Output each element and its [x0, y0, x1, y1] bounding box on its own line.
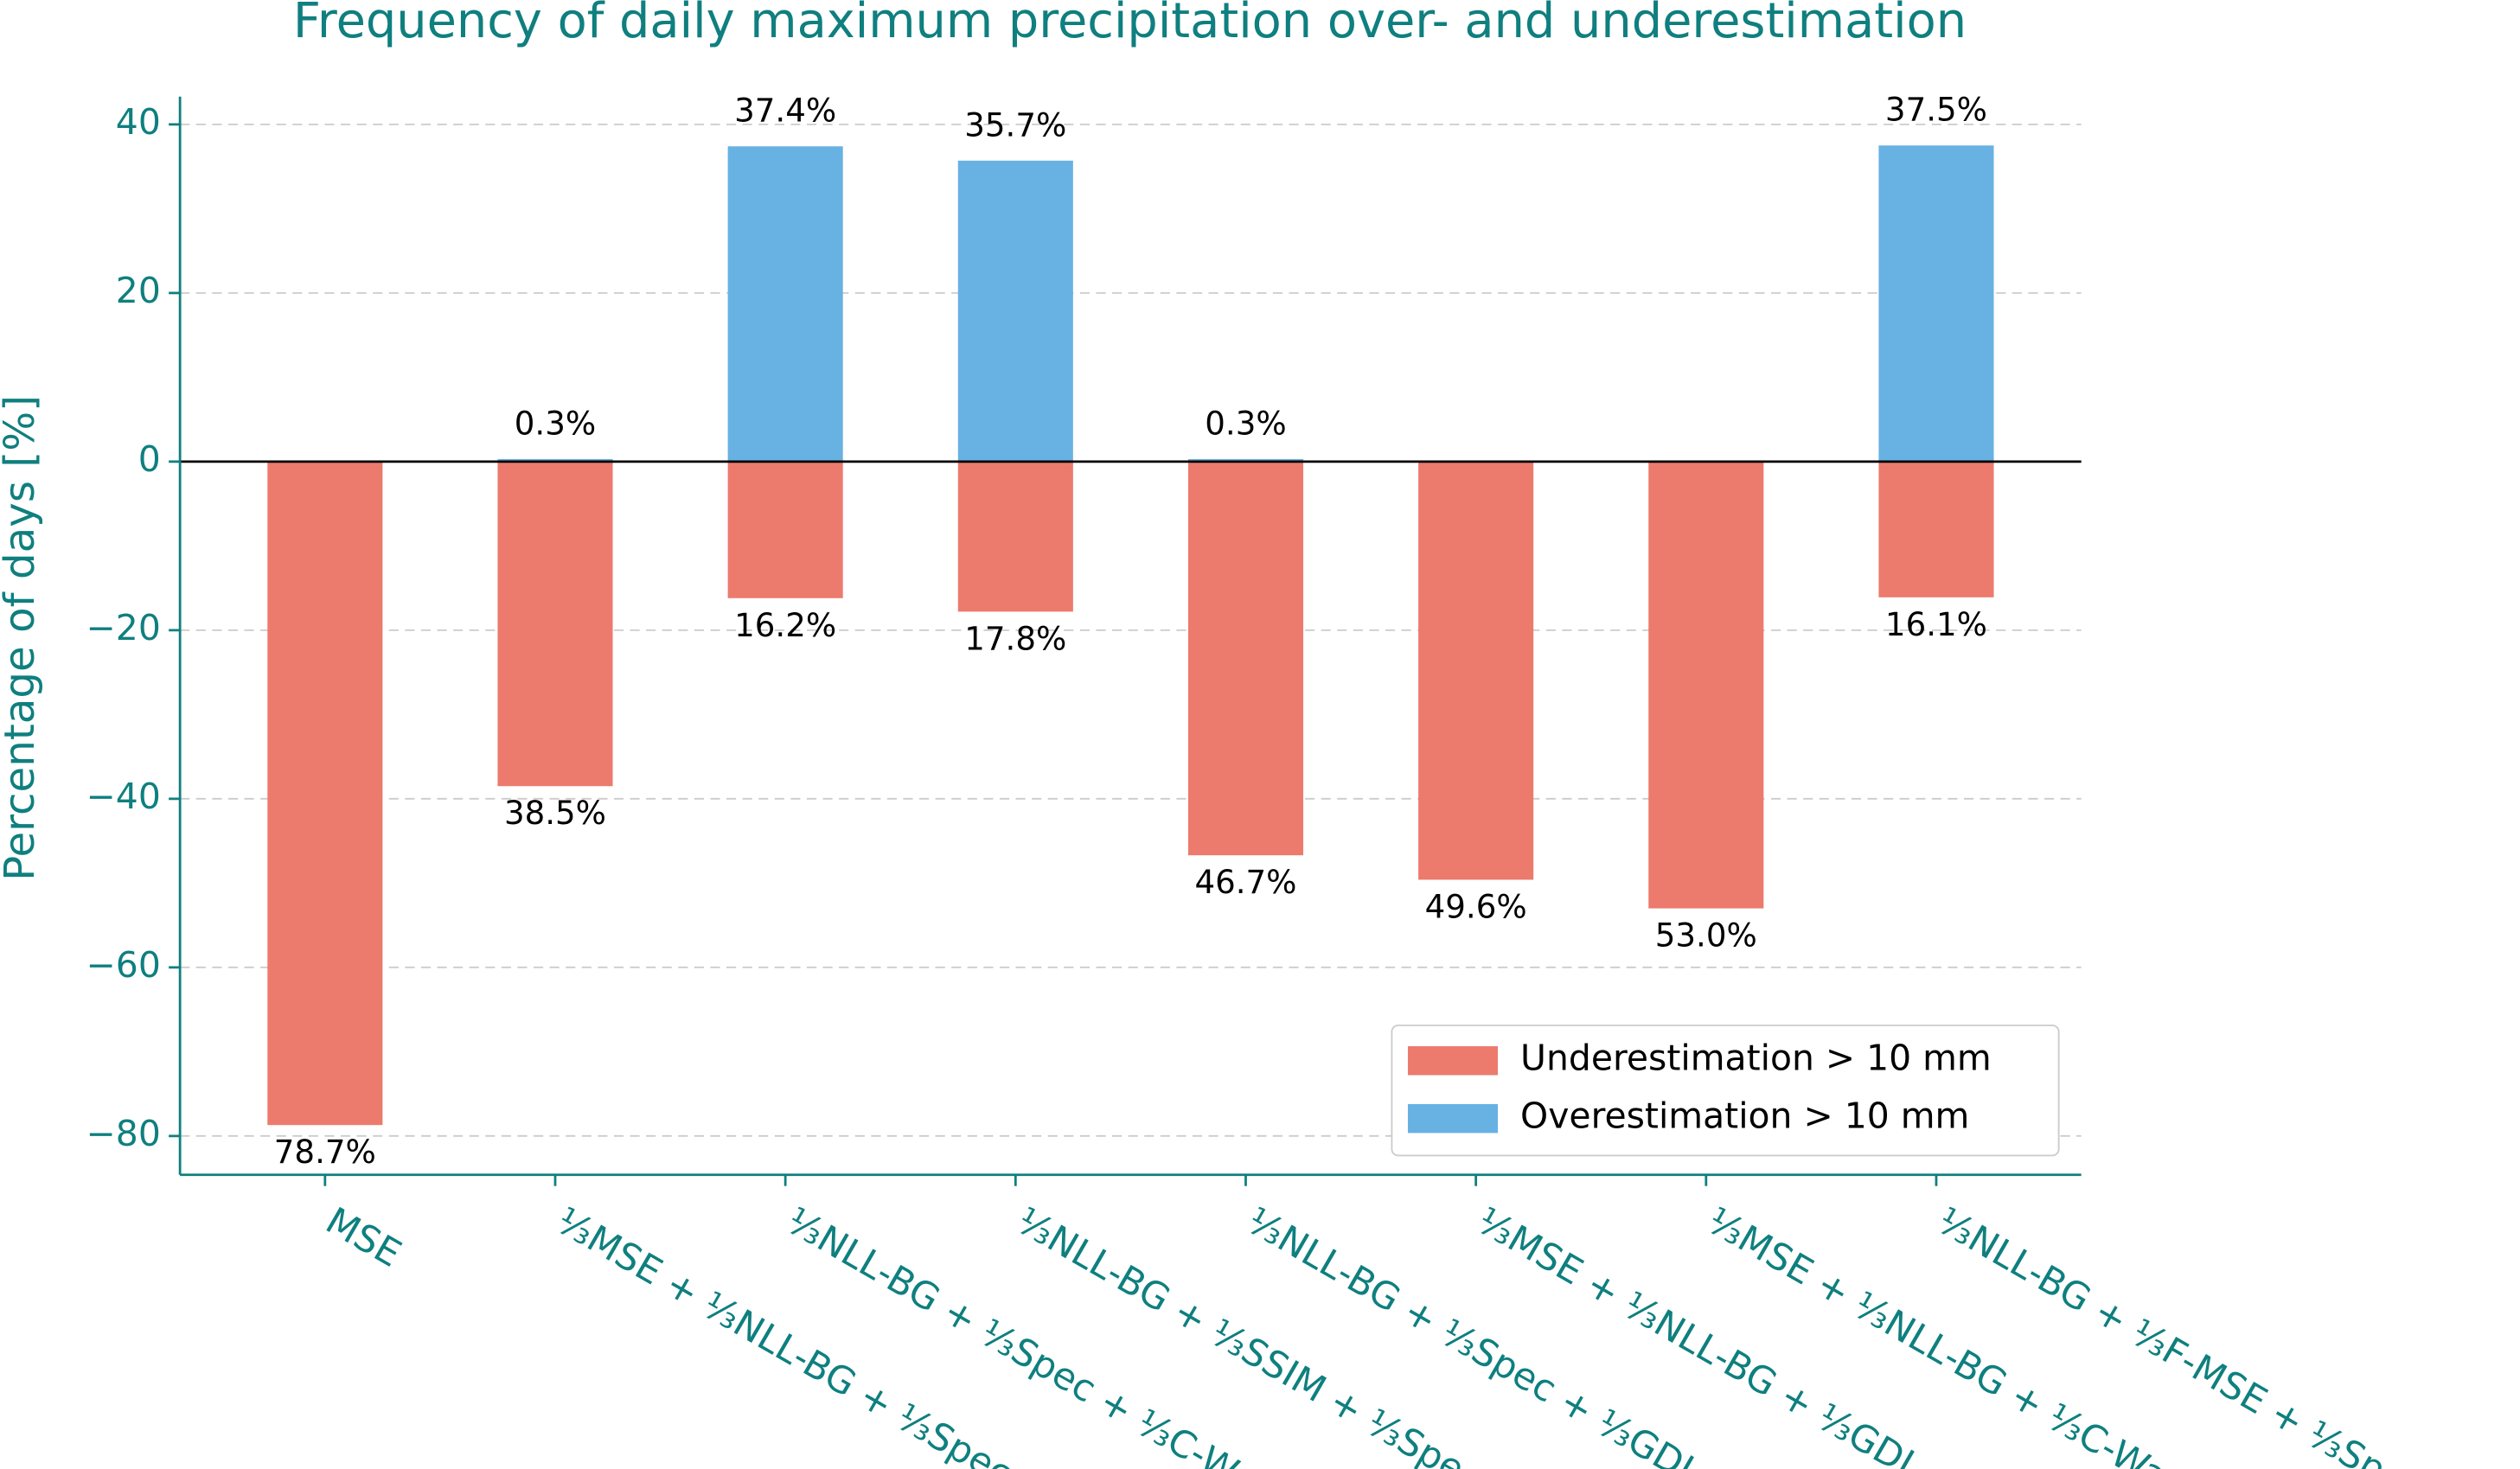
value-label: 49.6% — [1425, 888, 1527, 925]
value-label: 16.1% — [1885, 606, 1987, 643]
bar — [957, 160, 1073, 462]
y-tick-label: −80 — [86, 1113, 161, 1154]
x-tick-label: MSE — [318, 1199, 408, 1276]
bar — [727, 461, 843, 598]
bar — [727, 146, 843, 462]
legend-swatch — [1407, 1103, 1499, 1134]
bar — [1187, 458, 1304, 462]
value-label: 16.2% — [734, 607, 836, 644]
value-label: 35.7% — [964, 106, 1066, 144]
bar — [497, 458, 613, 462]
bar — [497, 461, 613, 787]
bar — [1648, 461, 1764, 909]
value-label: 37.4% — [734, 93, 836, 130]
value-label: 0.3% — [1205, 405, 1286, 442]
bar — [1187, 461, 1304, 856]
value-label: 38.5% — [504, 795, 606, 832]
bar — [1878, 461, 1994, 597]
bar — [1418, 461, 1534, 880]
value-label: 53.0% — [1655, 917, 1757, 955]
y-axis-label: Percentage of days [%] — [0, 395, 44, 881]
bar — [957, 461, 1073, 612]
bar — [267, 461, 383, 1126]
value-label: 0.3% — [515, 405, 596, 442]
y-tick-label: 0 — [138, 438, 161, 480]
y-tick-label: 40 — [116, 101, 161, 143]
value-label: 78.7% — [274, 1134, 376, 1171]
value-label: 37.5% — [1885, 92, 1987, 129]
y-tick-label: −60 — [86, 944, 161, 986]
value-label: 46.7% — [1194, 864, 1296, 901]
legend-label: Overestimation > 10 mm — [1520, 1095, 1969, 1137]
y-tick-label: −40 — [86, 776, 161, 817]
y-tick-label: −20 — [86, 607, 161, 648]
legend-label: Underestimation > 10 mm — [1520, 1038, 1992, 1079]
x-tick-label: ⅓MSE + ⅓NLL-BG + ⅓GDL — [1469, 1199, 1929, 1469]
chart-title: Frequency of daily maximum precipitation… — [293, 0, 1967, 49]
value-label: 17.8% — [964, 620, 1066, 657]
x-tick-label: ⅓NLL-BG + ⅓F-MSE + ⅓Spec — [1929, 1199, 2430, 1469]
legend-swatch — [1407, 1046, 1499, 1076]
y-tick-label: 20 — [116, 270, 161, 311]
bar — [1878, 145, 1994, 462]
legend-box — [1391, 1024, 2060, 1157]
